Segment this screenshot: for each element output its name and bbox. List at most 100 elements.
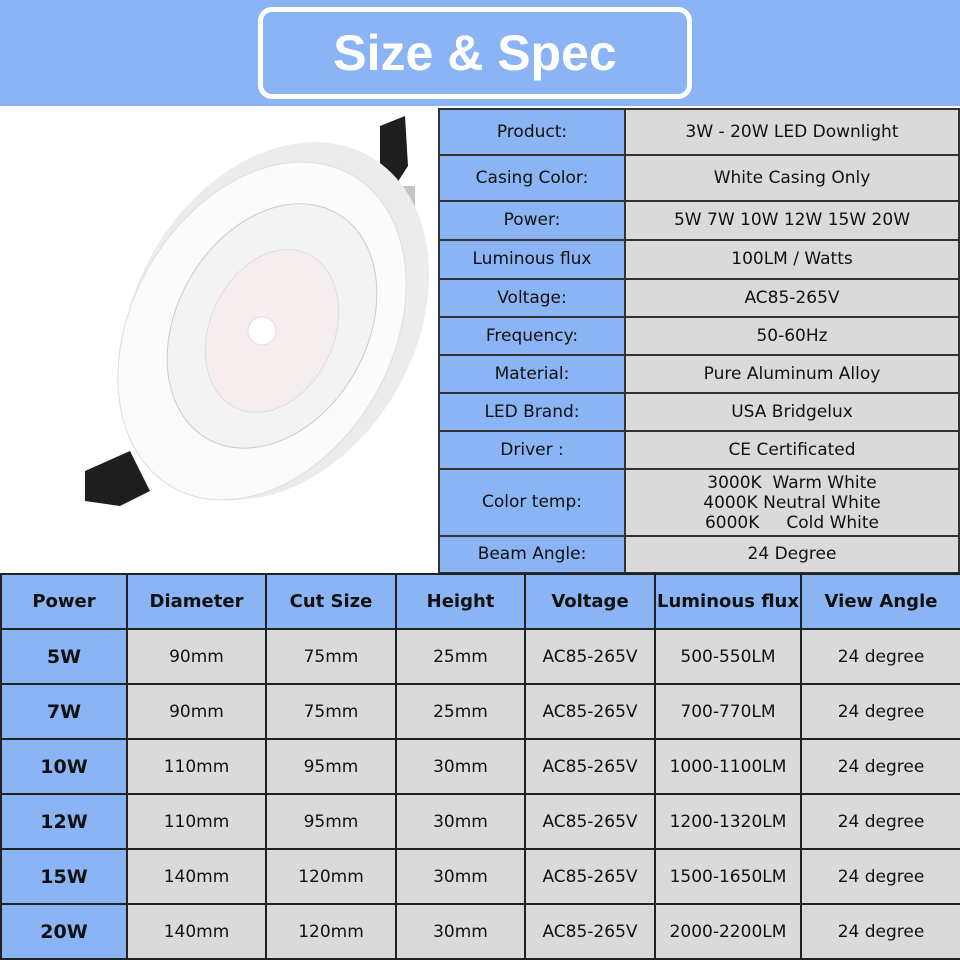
- spec-label: Driver :: [438, 430, 626, 470]
- power-cell: 12W: [0, 793, 128, 850]
- spec-label: Voltage:: [438, 278, 626, 318]
- table-cell: 1200-1320LM: [654, 793, 802, 850]
- spec-row: Frequency: 50-60Hz: [438, 316, 960, 356]
- spec-label: Power:: [438, 200, 626, 241]
- spec-row: Beam Angle: 24 Degree: [438, 535, 960, 574]
- spring-clip-top: [380, 116, 408, 186]
- table-cell: 30mm: [395, 738, 526, 795]
- column-header: Power: [0, 573, 128, 630]
- color-temp-warm: 3000K Warm White: [707, 472, 877, 493]
- spec-row: LED Brand: USA Bridgelux: [438, 392, 960, 432]
- spec-value: CE Certificated: [624, 430, 960, 470]
- spec-value: 100LM / Watts: [624, 239, 960, 280]
- table-cell: 75mm: [265, 628, 397, 685]
- spec-label: Product:: [438, 108, 626, 156]
- spec-value: USA Bridgelux: [624, 392, 960, 432]
- power-cell: 5W: [0, 628, 128, 685]
- column-header: Luminous flux: [654, 573, 802, 630]
- page-title: Size & Spec: [258, 7, 692, 99]
- spec-label: Material:: [438, 354, 626, 394]
- spec-label: Frequency:: [438, 316, 626, 356]
- table-row: 20W 140mm 120mm 30mm AC85-265V 2000-2200LM 24 …: [0, 903, 960, 960]
- table-cell: 25mm: [395, 628, 526, 685]
- column-header: Voltage: [524, 573, 656, 630]
- spec-row: Material: Pure Aluminum Alloy: [438, 354, 960, 394]
- table-cell: 24 degree: [800, 793, 960, 850]
- table-row: 5W 90mm 75mm 25mm AC85-265V 500-550LM 24 degre…: [0, 628, 960, 685]
- table-cell: 24 degree: [800, 683, 960, 740]
- table-cell: 30mm: [395, 903, 526, 960]
- table-cell: AC85-265V: [524, 793, 656, 850]
- table-cell: 30mm: [395, 793, 526, 850]
- table-cell: 24 degree: [800, 903, 960, 960]
- table-cell: 140mm: [126, 903, 267, 960]
- column-header: Height: [395, 573, 526, 630]
- spec-value: AC85-265V: [624, 278, 960, 318]
- table-cell: 95mm: [265, 793, 397, 850]
- table-cell: AC85-265V: [524, 848, 656, 905]
- table-cell: 24 degree: [800, 628, 960, 685]
- table-cell: 1000-1100LM: [654, 738, 802, 795]
- table-cell: 2000-2200LM: [654, 903, 802, 960]
- spec-label: Casing Color:: [438, 154, 626, 202]
- spec-value: 3W - 20W LED Downlight: [624, 108, 960, 156]
- table-cell: 25mm: [395, 683, 526, 740]
- column-header: Cut Size: [265, 573, 397, 630]
- power-cell: 20W: [0, 903, 128, 960]
- spec-value: Pure Aluminum Alloy: [624, 354, 960, 394]
- table-row: 7W 90mm 75mm 25mm AC85-265V 700-770LM 24 degre…: [0, 683, 960, 740]
- spec-label: Luminous flux: [438, 239, 626, 280]
- spec-value: 5W 7W 10W 12W 15W 20W: [624, 200, 960, 241]
- table-row: 10W 110mm 95mm 30mm AC85-265V 1000-1100LM 24 d…: [0, 738, 960, 795]
- spring-clip-bottom: [85, 451, 150, 506]
- header-banner: Size & Spec: [0, 0, 960, 106]
- table-row: 12W 110mm 95mm 30mm AC85-265V 1200-1320LM 24 d…: [0, 793, 960, 850]
- spec-label: Beam Angle:: [438, 535, 626, 574]
- table-cell: AC85-265V: [524, 683, 656, 740]
- spec-value: 50-60Hz: [624, 316, 960, 356]
- table-cell: 30mm: [395, 848, 526, 905]
- spec-table: Product: 3W - 20W LED Downlight Casing Co…: [438, 108, 960, 574]
- table-cell: 24 degree: [800, 738, 960, 795]
- table-cell: 110mm: [126, 738, 267, 795]
- table-cell: 1500-1650LM: [654, 848, 802, 905]
- table-cell: AC85-265V: [524, 738, 656, 795]
- spec-value: White Casing Only: [624, 154, 960, 202]
- power-cell: 10W: [0, 738, 128, 795]
- led-downlight-photo: [85, 116, 430, 506]
- table-cell: AC85-265V: [524, 903, 656, 960]
- table-cell: 110mm: [126, 793, 267, 850]
- spec-row: Driver : CE Certificated: [438, 430, 960, 470]
- spec-row: Power: 5W 7W 10W 12W 15W 20W: [438, 200, 960, 241]
- spec-value: 24 Degree: [624, 535, 960, 574]
- spec-row: Casing Color: White Casing Only: [438, 154, 960, 202]
- lens-center: [247, 316, 277, 346]
- spec-row: Luminous flux 100LM / Watts: [438, 239, 960, 280]
- spec-row: Color temp: 3000K Warm White 4000K Neutral…: [438, 468, 960, 537]
- table-cell: 120mm: [265, 848, 397, 905]
- table-cell: 90mm: [126, 683, 267, 740]
- color-temp-neutral: 4000K Neutral White: [703, 492, 881, 513]
- size-table: Power Diameter Cut Size Height Voltage Lumino…: [0, 573, 960, 960]
- table-cell: 75mm: [265, 683, 397, 740]
- spec-value: 3000K Warm White 4000K Neutral White 6000K…: [624, 468, 960, 537]
- spec-label: LED Brand:: [438, 392, 626, 432]
- color-temp-cold: 6000K Cold White: [704, 512, 880, 533]
- power-cell: 7W: [0, 683, 128, 740]
- column-header: Diameter: [126, 573, 267, 630]
- table-cell: 500-550LM: [654, 628, 802, 685]
- size-table-header: Power Diameter Cut Size Height Voltage Lumino…: [0, 573, 960, 630]
- table-row: 15W 140mm 120mm 30mm AC85-265V 1500-1650LM 24 …: [0, 848, 960, 905]
- table-cell: 90mm: [126, 628, 267, 685]
- spec-row: Voltage: AC85-265V: [438, 278, 960, 318]
- table-cell: 120mm: [265, 903, 397, 960]
- spec-label: Color temp:: [438, 468, 626, 537]
- spec-row: Product: 3W - 20W LED Downlight: [438, 108, 960, 156]
- power-cell: 15W: [0, 848, 128, 905]
- table-cell: 24 degree: [800, 848, 960, 905]
- table-cell: 140mm: [126, 848, 267, 905]
- table-cell: 700-770LM: [654, 683, 802, 740]
- table-cell: 95mm: [265, 738, 397, 795]
- column-header: View Angle: [800, 573, 960, 630]
- table-cell: AC85-265V: [524, 628, 656, 685]
